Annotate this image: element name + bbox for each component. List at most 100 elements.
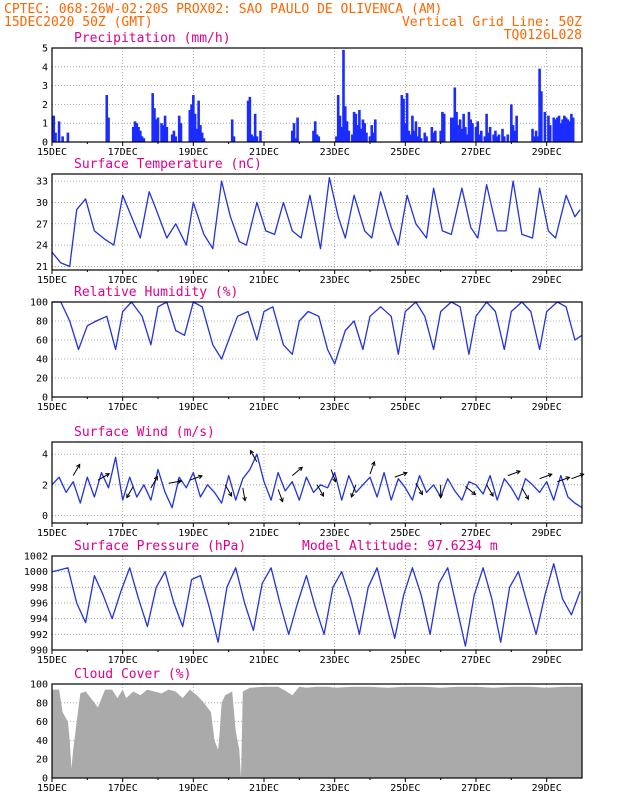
precip-bar (566, 119, 570, 142)
wind-arrow-head (516, 470, 521, 475)
precip-bar (460, 128, 464, 142)
x-tick-label: 27DEC (461, 275, 491, 286)
precip-bar (458, 119, 462, 142)
precip-bar (405, 93, 409, 142)
precip-bar (107, 117, 110, 142)
precip-bar (140, 136, 144, 142)
x-tick-label: 27DEC (461, 402, 491, 413)
precip-bar (248, 96, 252, 142)
x-tick-label: 15DEC (37, 528, 67, 539)
y-tick-label: 1000 (24, 567, 48, 578)
wind-arrow (150, 476, 158, 489)
panel-0: 0 1 2 3 4 5 15DEC 17DEC 19DEC 21DEC 23DEC 25DEC 27DE… (37, 31, 583, 158)
precip-bar (407, 130, 411, 142)
y-tick-label: 100 (30, 298, 48, 309)
y-tick-label: 60 (36, 336, 48, 347)
x-tick-label: 29DEC (532, 528, 562, 539)
precip-bar (497, 134, 501, 142)
precip-bar (52, 115, 56, 142)
precip-bar (354, 113, 358, 142)
precip-bar (564, 117, 568, 142)
x-tick-label: 17DEC (108, 655, 138, 666)
precip-bar (131, 126, 135, 142)
panel-title: Surface Temperature (nC) (74, 157, 262, 172)
wind-arrow-head (105, 473, 111, 478)
precip-bar (404, 123, 407, 142)
cloud-area (52, 686, 582, 778)
panel-title: Surface Wind (m/s) (74, 425, 215, 440)
x-tick-label: 15DEC (37, 275, 67, 286)
precip-bar (165, 126, 169, 142)
precip-bar (425, 136, 428, 142)
precip-bar (513, 130, 517, 142)
x-tick-label: 25DEC (390, 528, 420, 539)
precip-bar (414, 121, 418, 142)
precip-bar (199, 125, 202, 142)
wind-arrow-head (227, 492, 233, 498)
precip-bar (365, 132, 368, 142)
precip-bar (156, 117, 160, 142)
y-tick-label: 0 (42, 511, 48, 522)
precip-bar (313, 121, 317, 142)
precip-bar (296, 117, 299, 142)
precip-bar (135, 123, 139, 142)
precip-bar (467, 111, 471, 142)
plot-frame (51, 555, 583, 651)
x-tick-label: 17DEC (108, 783, 138, 794)
x-tick-label: 19DEC (178, 655, 208, 666)
x-tick-label: 21DEC (249, 655, 279, 666)
y-tick-label: 2 (42, 100, 48, 111)
wind-arrow-head (438, 494, 444, 499)
precip-bar (170, 134, 174, 142)
precip-bar (455, 111, 458, 142)
x-tick-label: 27DEC (461, 147, 491, 158)
precip-bar (197, 100, 200, 142)
precip-bar (358, 110, 361, 142)
precip-bar (439, 130, 442, 142)
y-tick-label: 2 (42, 480, 48, 491)
x-tick-label: 25DEC (390, 783, 420, 794)
y-tick-label: 40 (36, 355, 48, 366)
precip-bar (411, 115, 414, 142)
precip-bar (570, 113, 573, 142)
precip-bar (361, 119, 365, 142)
wind-arrow (539, 473, 552, 480)
x-tick-label: 21DEC (249, 528, 279, 539)
precip-bar (457, 125, 460, 142)
precip-bar (419, 138, 423, 142)
wind-arrow-head (350, 493, 355, 498)
precip-bar (547, 115, 550, 142)
wind-arrow-head (402, 471, 408, 477)
wind-arrow-head (249, 449, 255, 455)
precip-bar (416, 136, 419, 142)
x-tick-label: 19DEC (178, 402, 208, 413)
wind-arrow-head (471, 490, 477, 496)
precip-bar (133, 121, 137, 142)
precip-bar (359, 128, 363, 142)
precip-bar (179, 123, 183, 142)
x-tick-label: 23DEC (320, 275, 350, 286)
wind-arrow (486, 484, 494, 497)
y-tick-label: 60 (36, 717, 48, 728)
precip-bar (487, 132, 490, 142)
header-station-line: CPTEC: 068:26W-02:20S PROX02: SAO PAULO … (4, 2, 442, 17)
x-tick-label: 19DEC (178, 528, 208, 539)
panel-3: 0 2 4 15DEC 17DEC 19DEC 21DEC 23DEC 25DEC 27DEC 29… (37, 425, 585, 539)
precip-bar (462, 113, 465, 142)
wind-arrow (557, 476, 570, 483)
precip-bar (351, 134, 354, 142)
wind-arrow (369, 461, 375, 475)
precip-bar (557, 115, 561, 142)
wind-arrow-head (332, 477, 337, 483)
precip-bar (451, 117, 455, 142)
y-tick-label: 4 (42, 62, 48, 73)
precip-bar (510, 104, 513, 142)
wind-arrow (316, 484, 324, 497)
wind-arrow-head (565, 476, 571, 481)
precip-bar (442, 113, 446, 142)
x-tick-label: 15DEC (37, 655, 67, 666)
precip-bar (432, 132, 435, 142)
y-tick-label: 80 (36, 317, 48, 328)
wind-arrow-head (279, 497, 284, 503)
precip-bar (483, 136, 487, 142)
